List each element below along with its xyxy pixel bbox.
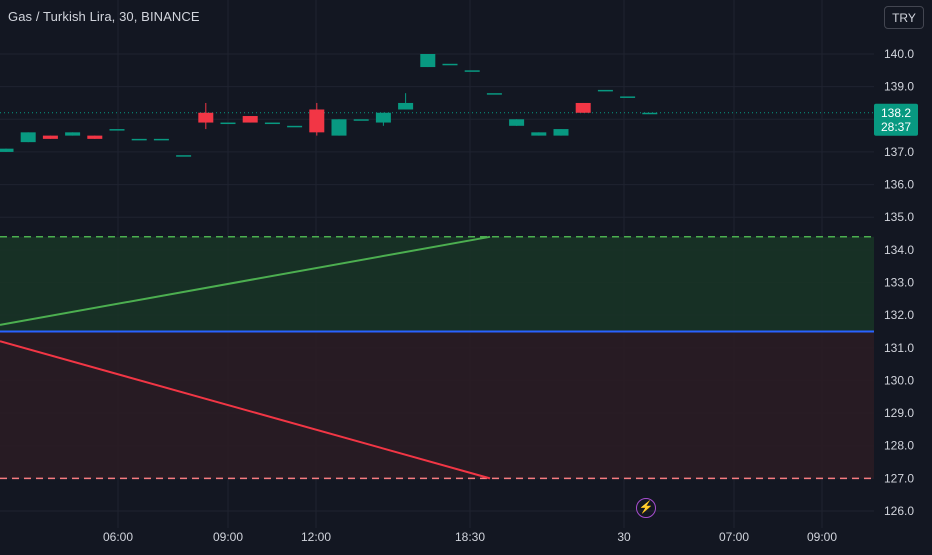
candle-body[interactable] bbox=[375, 112, 391, 123]
y-axis-tick-label: 127.0 bbox=[884, 471, 914, 485]
candle-body[interactable] bbox=[109, 129, 125, 131]
price-badge-value: 138.2 bbox=[881, 106, 911, 120]
y-axis-tick-label: 134.0 bbox=[884, 243, 914, 257]
y-axis-tick-label: 136.0 bbox=[884, 178, 914, 192]
target-trend-ray[interactable] bbox=[0, 235, 491, 326]
y-axis-tick-label: 133.0 bbox=[884, 276, 914, 290]
candle-body[interactable] bbox=[531, 132, 547, 136]
candle-body[interactable] bbox=[87, 135, 103, 139]
candle-body[interactable] bbox=[597, 89, 613, 92]
candle-body[interactable] bbox=[42, 135, 58, 139]
price-badge-countdown: 28:37 bbox=[881, 120, 911, 134]
y-axis-tick-label: 126.0 bbox=[884, 504, 914, 518]
y-axis-tick-label: 135.0 bbox=[884, 210, 914, 224]
x-axis-tick-label: 18:30 bbox=[455, 530, 485, 544]
candle-body[interactable] bbox=[131, 138, 147, 141]
y-axis-tick-label: 132.0 bbox=[884, 308, 914, 322]
y-axis-tick-label: 137.0 bbox=[884, 145, 914, 159]
candle-body[interactable] bbox=[309, 109, 325, 133]
chart-title: Gas / Turkish Lira, 30, BINANCE bbox=[8, 9, 200, 24]
x-axis-tick-label: 07:00 bbox=[719, 530, 749, 544]
candle-body[interactable] bbox=[0, 148, 14, 152]
y-axis-tick-label: 128.0 bbox=[884, 439, 914, 453]
candle-body[interactable] bbox=[353, 119, 369, 121]
y-axis-tick-label: 130.0 bbox=[884, 373, 914, 387]
candle-body[interactable] bbox=[642, 112, 658, 115]
currency-button[interactable]: TRY bbox=[884, 6, 924, 29]
y-axis-tick-label: 131.0 bbox=[884, 341, 914, 355]
y-axis-tick-label: 139.0 bbox=[884, 80, 914, 94]
y-axis-tick-label: 140.0 bbox=[884, 47, 914, 61]
candle-body[interactable] bbox=[220, 122, 236, 125]
candle-body[interactable] bbox=[331, 119, 347, 136]
candle-body[interactable] bbox=[153, 138, 169, 141]
profit-zone[interactable] bbox=[0, 236, 874, 332]
loss-zone[interactable] bbox=[0, 331, 874, 479]
candle-body[interactable] bbox=[264, 122, 280, 125]
lightning-icon[interactable]: ⚡ bbox=[636, 498, 656, 518]
candle-body[interactable] bbox=[620, 96, 636, 98]
candle-body[interactable] bbox=[464, 70, 480, 72]
x-axis-tick-label: 30 bbox=[617, 530, 631, 544]
x-axis-tick-label: 09:00 bbox=[807, 530, 837, 544]
candle-body[interactable] bbox=[486, 93, 502, 95]
stop-trend-ray[interactable] bbox=[0, 340, 491, 480]
candle-body[interactable] bbox=[575, 102, 591, 113]
candle-body[interactable] bbox=[509, 119, 525, 126]
candle-body[interactable] bbox=[420, 54, 436, 68]
candle-body[interactable] bbox=[198, 112, 214, 123]
y-axis-tick-label: 129.0 bbox=[884, 406, 914, 420]
candle-body[interactable] bbox=[176, 155, 192, 157]
price-badge bbox=[874, 103, 918, 136]
candle-body[interactable] bbox=[20, 132, 36, 143]
candle-body[interactable] bbox=[398, 102, 414, 110]
candle-body[interactable] bbox=[287, 125, 303, 128]
x-axis-tick-label: 09:00 bbox=[213, 530, 243, 544]
candle-body[interactable] bbox=[553, 129, 569, 136]
candle-body[interactable] bbox=[65, 132, 81, 136]
candle-body[interactable] bbox=[242, 116, 258, 123]
x-axis-tick-label: 06:00 bbox=[103, 530, 133, 544]
x-axis-tick-label: 12:00 bbox=[301, 530, 331, 544]
candle-body[interactable] bbox=[442, 63, 458, 66]
